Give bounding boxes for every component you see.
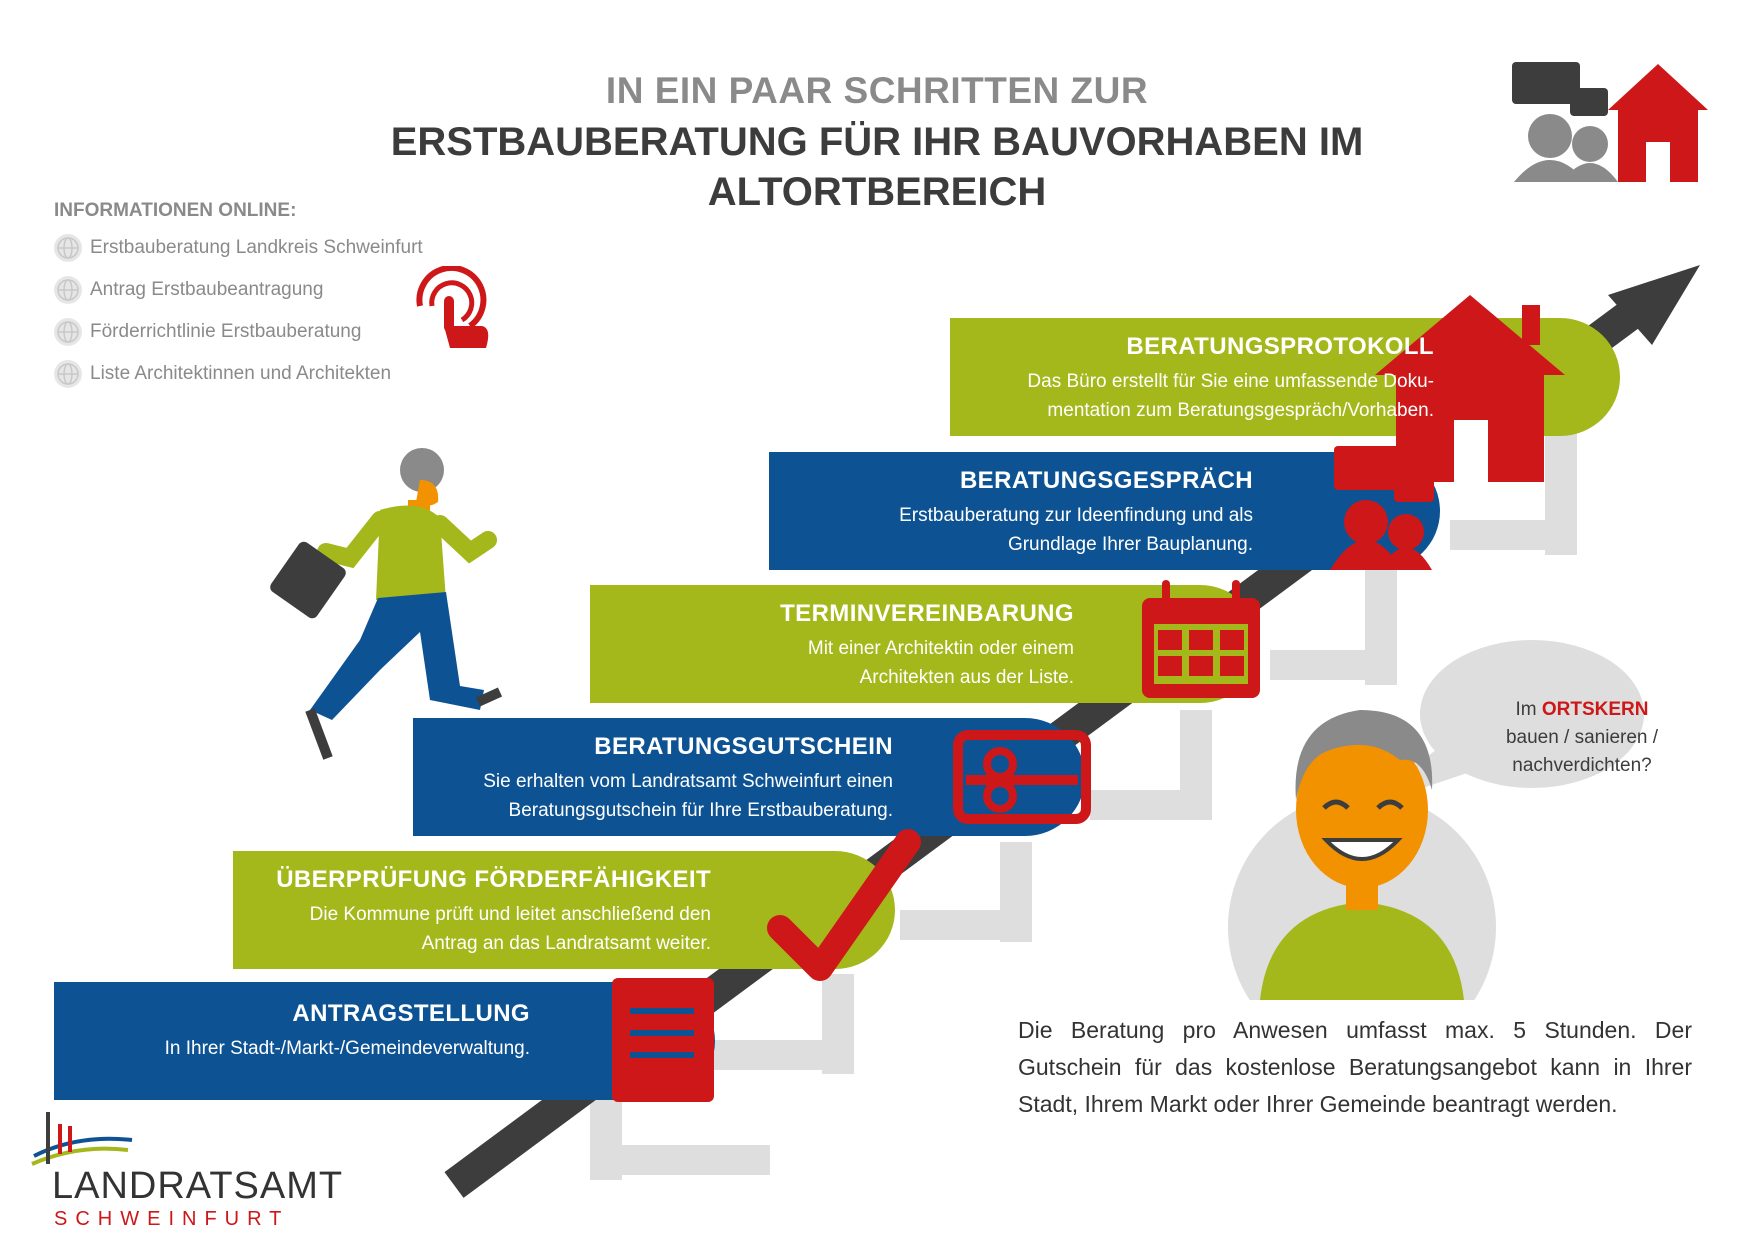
bubble-line-2: bauen / sanieren / xyxy=(1505,727,1659,748)
step-gutschein: BERATUNGSGUTSCHEIN Sie erhalten vom Land… xyxy=(413,733,893,825)
step-band-antragstellung xyxy=(54,982,715,1100)
title-line-2: ERSTBAUBERATUNG FÜR IHR BAUVORHABEN IM A… xyxy=(0,117,1754,217)
title-line-2a: ERSTBAUBERATUNG FÜR IHR BAUVORHABEN IM xyxy=(390,120,1364,164)
step-text-line-1: Das Büro erstellt für Sie eine umfassend… xyxy=(1027,371,1434,392)
logo-text-sub: SCHWEINFURT xyxy=(54,1208,290,1230)
step-antragstellung: ANTRAGSTELLUNG In Ihrer Stadt-/Markt-/Ge… xyxy=(54,1000,530,1063)
step-text-line-2: Architekten aus der Liste. xyxy=(859,667,1074,688)
step-text-line-1: Mit einer Architektin oder einem xyxy=(807,638,1074,659)
link-label: Antrag Erstbaubeantragung xyxy=(90,279,324,300)
globe-icon xyxy=(54,360,82,388)
title-line-2b: ALTORTBEREICH xyxy=(707,170,1047,214)
step-band-gutschein xyxy=(413,718,1085,836)
link-architektenliste[interactable]: Liste Architektinnen und Architekten xyxy=(54,359,391,389)
link-antrag[interactable]: Antrag Erstbaubeantragung xyxy=(54,275,323,305)
globe-icon xyxy=(54,234,82,262)
step-band-gespraech xyxy=(769,452,1440,570)
step-text: Die Kommune prüft und leitet anschließen… xyxy=(233,900,711,958)
step-text: Das Büro erstellt für Sie eine umfassend… xyxy=(950,367,1434,425)
step-foerderfaehigkeit: ÜBERPRÜFUNG FÖRDERFÄHIGKEIT Die Kommune … xyxy=(233,866,711,958)
step-title: BERATUNGSGESPRÄCH xyxy=(959,467,1253,494)
speech-bubble xyxy=(1420,640,1644,788)
step-title: ÜBERPRÜFUNG FÖRDERFÄHIGKEIT xyxy=(276,866,711,893)
step-text-line-2: Grundlage Ihrer Bauplanung. xyxy=(1007,534,1253,555)
step-gespraech: BERATUNGSGESPRÄCH Erstbauberatung zur Id… xyxy=(769,467,1253,559)
step-text-line-2: mentation zum Beratungsgespräch/Vorhaben… xyxy=(1047,400,1434,421)
step-title: ANTRAGSTELLUNG xyxy=(292,1000,530,1027)
header-consultation-house-icon xyxy=(1512,62,1708,182)
house-icon xyxy=(1375,295,1565,482)
step-text: In Ihrer Stadt-/Markt-/Gemeindeverwaltun… xyxy=(164,1038,530,1059)
progress-arrow-head xyxy=(1608,265,1700,345)
globe-icon xyxy=(54,318,82,346)
step-band-termin xyxy=(590,585,1260,703)
bubble-line-1: Im ORTSKERN xyxy=(1477,696,1687,724)
step-termin: TERMINVEREINBARUNG Mit einer Architektin… xyxy=(590,600,1074,692)
running-man-illustration xyxy=(270,448,503,760)
speech-bubble-text: Im ORTSKERN bauen / sanieren / nachverdi… xyxy=(1477,696,1687,780)
step-text: Mit einer Architektin oder einem Archite… xyxy=(590,634,1074,692)
step-text: Sie erhalten vom Landratsamt Schweinfurt… xyxy=(413,767,893,825)
step-protokoll: BERATUNGSPROTOKOLL Das Büro erstellt für… xyxy=(950,333,1434,425)
step-text-line-1: Die Kommune prüft und leitet anschließen… xyxy=(309,904,711,925)
bubble-prefix: Im xyxy=(1515,699,1542,720)
check-icon xyxy=(767,829,921,981)
link-erstbauberatung[interactable]: Erstbauberatung Landkreis Schweinfurt xyxy=(54,233,423,263)
globe-icon xyxy=(54,276,82,304)
link-label: Förderrichtlinie Erstbauberatung xyxy=(90,321,362,342)
step-title: BERATUNGSGUTSCHEIN xyxy=(594,733,893,760)
voucher-icon xyxy=(953,730,1091,824)
step-text-line-1: Sie erhalten vom Landratsamt Schweinfurt… xyxy=(483,771,893,792)
step-text: Erstbauberatung zur Ideenfindung und als… xyxy=(769,501,1253,559)
character-illustration xyxy=(1228,640,1644,1000)
link-label: Erstbauberatung Landkreis Schweinfurt xyxy=(90,237,423,258)
landratsamt-logo-mark xyxy=(31,1112,133,1166)
bubble-highlight: ORTSKERN xyxy=(1541,699,1649,720)
stair-shadows xyxy=(590,425,1577,1180)
step-text-line-1: Erstbauberatung zur Ideenfindung und als xyxy=(899,505,1253,526)
title-line-1: IN EIN PAAR SCHRITTEN ZUR xyxy=(605,70,1149,111)
calendar-icon xyxy=(1142,580,1260,698)
step-text-line-2: Beratungsgutschein für Ihre Erstbauberat… xyxy=(508,800,893,821)
consultation-icon xyxy=(1330,446,1434,570)
logo-text-main: LANDRATSAMT xyxy=(52,1165,344,1207)
bubble-line-3: nachverdichten? xyxy=(1512,755,1652,776)
link-label: Liste Architektinnen und Architekten xyxy=(90,363,392,384)
step-title: TERMINVEREINBARUNG xyxy=(780,600,1074,627)
info-note: Die Beratung pro Anwesen umfasst max. 5 … xyxy=(1018,1017,1692,1117)
link-foerderrichtlinie[interactable]: Förderrichtlinie Erstbauberatung xyxy=(54,317,361,347)
step-title: BERATUNGSPROTOKOLL xyxy=(1126,333,1434,360)
step-text-line-2: Antrag an das Landratsamt weiter. xyxy=(421,933,711,954)
click-hand-icon xyxy=(416,266,489,348)
document-icon xyxy=(612,978,714,1102)
step-band-foerderfaehigkeit xyxy=(233,851,895,969)
info-heading: INFORMATIONEN ONLINE: xyxy=(54,200,297,221)
